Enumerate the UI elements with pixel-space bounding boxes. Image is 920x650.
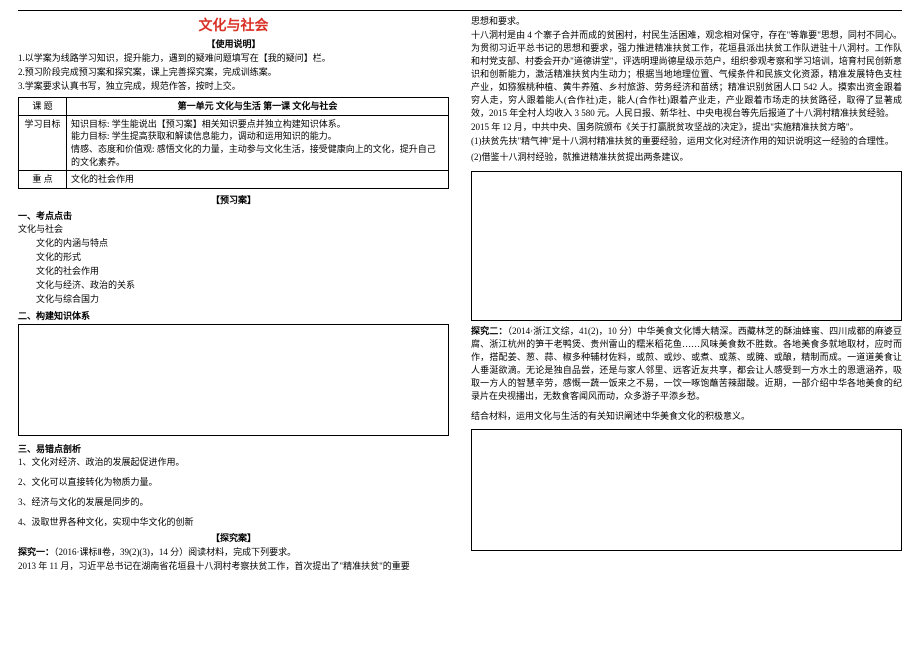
usage-label: 【使用说明】 — [18, 37, 449, 50]
explore-2-prefix: 探究二： — [471, 326, 508, 336]
list-item: 文化与社会 — [18, 223, 449, 236]
left-column: 文化与社会 【使用说明】 1.以学案为线路学习知识，提升能力，遇到的疑难问题填写… — [18, 15, 449, 574]
right-q3: 结合材料，运用文化与生活的有关知识阐述中华美食文化的积极意义。 — [471, 410, 902, 423]
explore-2: 探究二：（2014·浙江文综，41(2)，10 分）中华美食文化博大精深。西藏林… — [471, 325, 902, 403]
section-3-heading: 三、易错点剖析 — [18, 442, 449, 455]
table-row: 学习目标 知识目标: 学生能说出【预习案】相关知识要点并独立构建知识体系。 能力… — [19, 115, 449, 170]
cell-label: 重 点 — [19, 171, 67, 189]
list-item: 2、文化可以直接转化为物质力量。 — [18, 476, 449, 489]
list-item: 文化的社会作用 — [18, 265, 449, 278]
list-item: 文化的内涵与特点 — [18, 237, 449, 250]
list-item: 4、汲取世界各种文化，实现中华文化的创新 — [18, 516, 449, 529]
section-2-heading: 二、构建知识体系 — [18, 309, 449, 322]
cell-label: 课 题 — [19, 98, 67, 116]
right-p1: 思想和要求。 — [471, 15, 902, 28]
answer-box-2 — [471, 429, 902, 551]
explore-1-rest: （2016·课标Ⅱ卷，39(2)(3)，14 分）阅读材料，完成下列要求。 — [54, 547, 296, 557]
list-item: 文化的形式 — [18, 251, 449, 264]
list-item: 3、经济与文化的发展是同步的。 — [18, 496, 449, 509]
list-item: 文化与综合国力 — [18, 293, 449, 306]
answer-box-1 — [471, 171, 902, 321]
table-row: 重 点 文化的社会作用 — [19, 171, 449, 189]
list-item: 文化与经济、政治的关系 — [18, 279, 449, 292]
right-p3: 2015 年 12 月，中共中央、国务院颁布《关于打赢脱贫攻坚战的决定》，提出"… — [471, 121, 902, 134]
explore-1-line1: 探究一：（2016·课标Ⅱ卷，39(2)(3)，14 分）阅读材料，完成下列要求… — [18, 546, 449, 559]
meta-table: 课 题 第一单元 文化与生活 第一课 文化与社会 学习目标 知识目标: 学生能说… — [18, 97, 449, 189]
table-row: 课 题 第一单元 文化与生活 第一课 文化与社会 — [19, 98, 449, 116]
explore-label: 【探究案】 — [18, 531, 449, 544]
right-column: 思想和要求。 十八洞村是由 4 个寨子合并而成的贫困村，村民生活困难，观念相对保… — [471, 15, 902, 574]
knowledge-box — [18, 324, 449, 436]
cell-label: 学习目标 — [19, 115, 67, 170]
explore-1-line2: 2013 年 11 月，习近平总书记在湖南省花垣县十八洞村考察扶贫工作，首次提出… — [18, 560, 449, 573]
preview-label: 【预习案】 — [18, 193, 449, 206]
usage-line: 2.预习阶段完成预习案和探究案，课上完善探究案，完成训练案。 — [18, 66, 449, 79]
right-p2: 十八洞村是由 4 个寨子合并而成的贫困村，村民生活困难，观念相对保守，存在"等靠… — [471, 29, 902, 120]
usage-line: 3.学案要求认真书写，独立完成，规范作答，按时上交。 — [18, 80, 449, 93]
two-column-layout: 文化与社会 【使用说明】 1.以学案为线路学习知识，提升能力，遇到的疑难问题填写… — [18, 15, 902, 574]
cell-value: 知识目标: 学生能说出【预习案】相关知识要点并独立构建知识体系。 能力目标: 学… — [67, 115, 449, 170]
top-rule — [18, 10, 902, 11]
right-q2: (2)借鉴十八洞村经验，就推进精准扶贫提出两条建议。 — [471, 151, 902, 164]
right-q1: (1)扶贫先扶"精气神"是十八洞村精准扶贫的重要经验，运用文化对经济作用的知识说… — [471, 135, 902, 148]
usage-line: 1.以学案为线路学习知识，提升能力，遇到的疑难问题填写在【我的疑问】栏。 — [18, 52, 449, 65]
page-title: 文化与社会 — [18, 15, 449, 35]
cell-value: 第一单元 文化与生活 第一课 文化与社会 — [67, 98, 449, 116]
explore-2-rest: （2014·浙江文综，41(2)，10 分）中华美食文化博大精深。西藏林芝的酥油… — [471, 326, 902, 401]
section-1-heading: 一、考点点击 — [18, 209, 449, 222]
list-item: 1、文化对经济、政治的发展起促进作用。 — [18, 456, 449, 469]
cell-value: 文化的社会作用 — [67, 171, 449, 189]
explore-1-prefix: 探究一： — [18, 547, 54, 557]
